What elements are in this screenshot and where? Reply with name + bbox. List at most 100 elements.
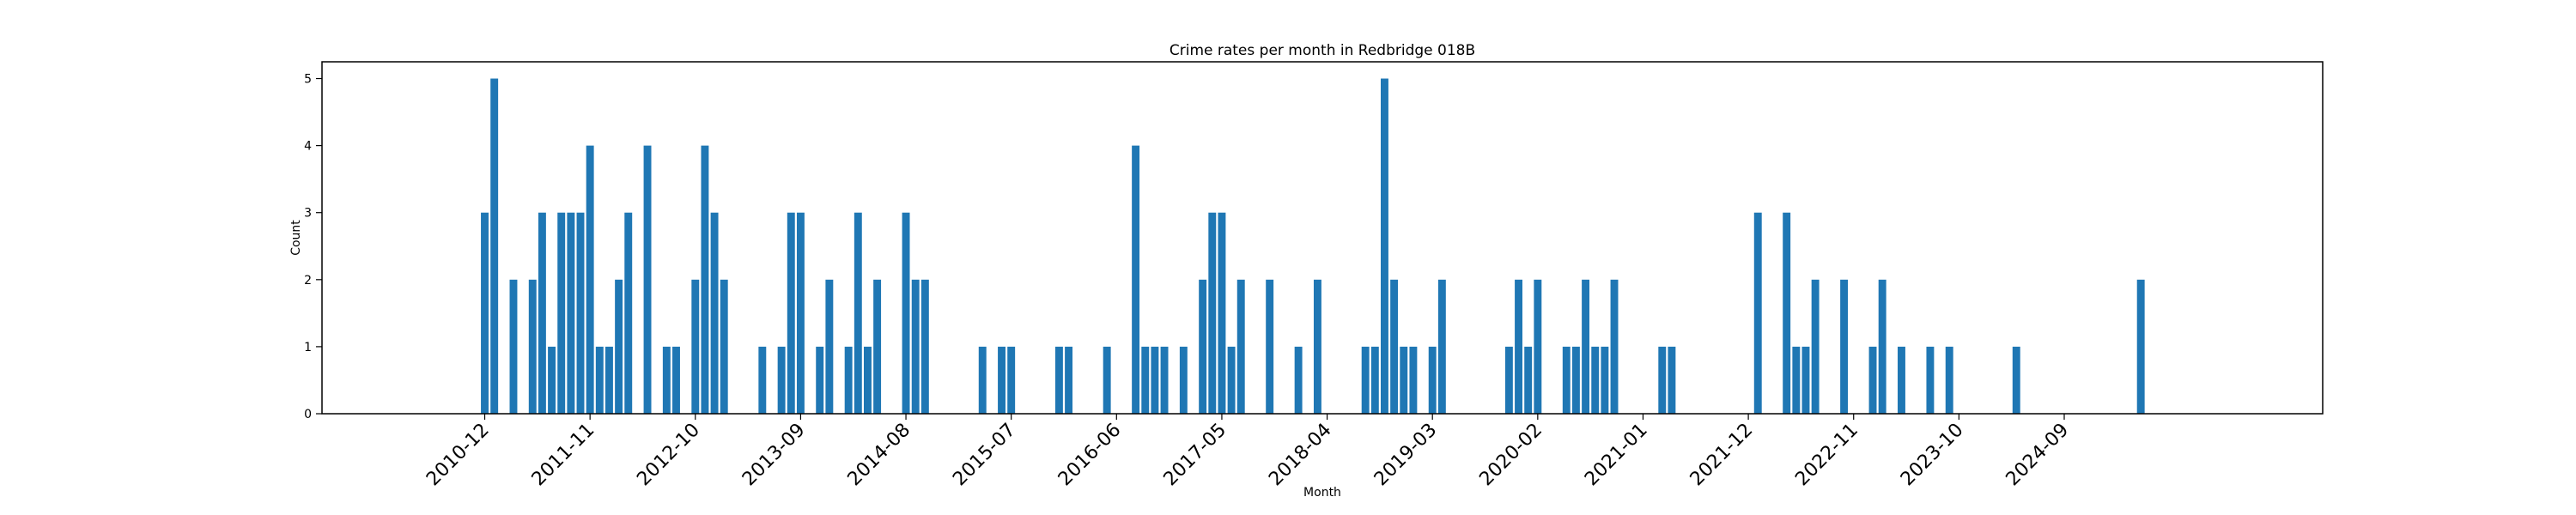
bar <box>1571 346 1580 414</box>
bar <box>528 279 537 414</box>
y-tick-label: 1 <box>304 341 312 354</box>
x-axis-label: Month <box>1303 486 1341 500</box>
bar <box>1562 346 1571 414</box>
bar <box>1199 279 1207 414</box>
bar <box>586 145 594 414</box>
x-tick-label: 2019-03 <box>1370 420 1442 491</box>
bar <box>1868 346 1877 414</box>
bar <box>1218 212 1226 414</box>
bar <box>844 346 853 414</box>
x-axis-ticks: 2010-12 2011-11 2012-10 2013-09 2014-08 2015-… <box>422 414 2073 490</box>
y-tick-label: 5 <box>304 73 312 87</box>
x-tick-label: 2022-11 <box>1791 420 1862 491</box>
bar <box>1504 346 1513 414</box>
x-tick-label: 2014-08 <box>844 420 915 491</box>
bar <box>643 145 652 414</box>
bar <box>710 212 719 414</box>
x-tick-label: 2020-02 <box>1475 420 1546 491</box>
x-tick-label: 2011-11 <box>528 420 599 491</box>
bar <box>854 212 862 414</box>
x-tick-label: 2015-07 <box>949 420 1020 491</box>
bar <box>490 78 499 415</box>
x-tick-label: 2024-09 <box>2002 420 2074 491</box>
bar <box>1179 346 1188 414</box>
bar <box>1151 346 1159 414</box>
bar <box>920 279 929 414</box>
x-tick-label: 2012-10 <box>633 420 704 491</box>
bar <box>1783 212 1791 414</box>
bar <box>1132 145 1140 414</box>
bar <box>1898 346 1905 414</box>
x-tick-label: 2021-12 <box>1686 420 1758 491</box>
x-tick-label: 2017-05 <box>1160 420 1231 491</box>
bar <box>1878 279 1886 414</box>
bar <box>672 346 680 414</box>
bar <box>1840 279 1849 414</box>
bar <box>1926 346 1935 414</box>
bar <box>816 346 824 414</box>
y-axis-ticks: 0 1 2 3 4 5 <box>304 73 322 421</box>
bar <box>2136 279 2145 414</box>
bar <box>1534 279 1542 414</box>
bar <box>1160 346 1169 414</box>
y-tick-label: 2 <box>304 274 312 288</box>
bar <box>1400 346 1408 414</box>
x-tick-label: 2023-10 <box>1897 420 1968 491</box>
bar <box>1370 346 1379 414</box>
bar <box>720 279 728 414</box>
bar <box>1610 279 1619 414</box>
x-tick-label: 2018-04 <box>1265 420 1336 491</box>
x-tick-label: 2016-06 <box>1054 420 1126 491</box>
bar <box>1227 346 1236 414</box>
bar <box>1236 279 1245 414</box>
bar <box>1515 279 1522 414</box>
bar <box>509 279 518 414</box>
bar <box>1591 346 1600 414</box>
bar <box>1390 279 1399 414</box>
bar <box>1007 346 1016 414</box>
bar <box>557 212 566 414</box>
bar <box>595 346 604 414</box>
bar <box>998 346 1005 414</box>
y-tick-label: 0 <box>304 408 312 421</box>
bar <box>624 212 633 414</box>
y-axis-label: Count <box>289 220 303 256</box>
bar <box>548 346 556 414</box>
bar <box>796 212 805 414</box>
bar <box>701 145 709 414</box>
bar <box>1428 346 1437 414</box>
bar <box>605 346 613 414</box>
bar <box>2012 346 2020 414</box>
bar <box>1103 346 1111 414</box>
bars-group <box>481 78 2145 415</box>
bar <box>1208 212 1217 414</box>
bar <box>1601 346 1609 414</box>
chart-title: Crime rates per month in Redbridge 018B <box>1170 42 1475 59</box>
bar <box>758 346 767 414</box>
bar <box>1753 212 1762 414</box>
bar <box>911 279 920 414</box>
bar <box>481 212 489 414</box>
bar <box>864 346 872 414</box>
bar <box>1266 279 1274 414</box>
bar <box>1381 78 1388 415</box>
bar <box>902 212 910 414</box>
bar <box>615 279 623 414</box>
bar <box>1294 346 1303 414</box>
bar <box>1524 346 1533 414</box>
bar <box>1792 346 1801 414</box>
x-tick-label: 2010-12 <box>422 420 494 491</box>
bar <box>1065 346 1073 414</box>
bar <box>825 279 834 414</box>
bar <box>662 346 671 414</box>
bar <box>978 346 987 414</box>
bar <box>787 212 795 414</box>
bar <box>1658 346 1667 414</box>
bar <box>691 279 700 414</box>
x-tick-label: 2021-01 <box>1581 420 1652 491</box>
y-tick-label: 3 <box>304 207 312 221</box>
bar <box>567 212 575 414</box>
bar <box>1054 346 1063 414</box>
bar <box>538 212 546 414</box>
